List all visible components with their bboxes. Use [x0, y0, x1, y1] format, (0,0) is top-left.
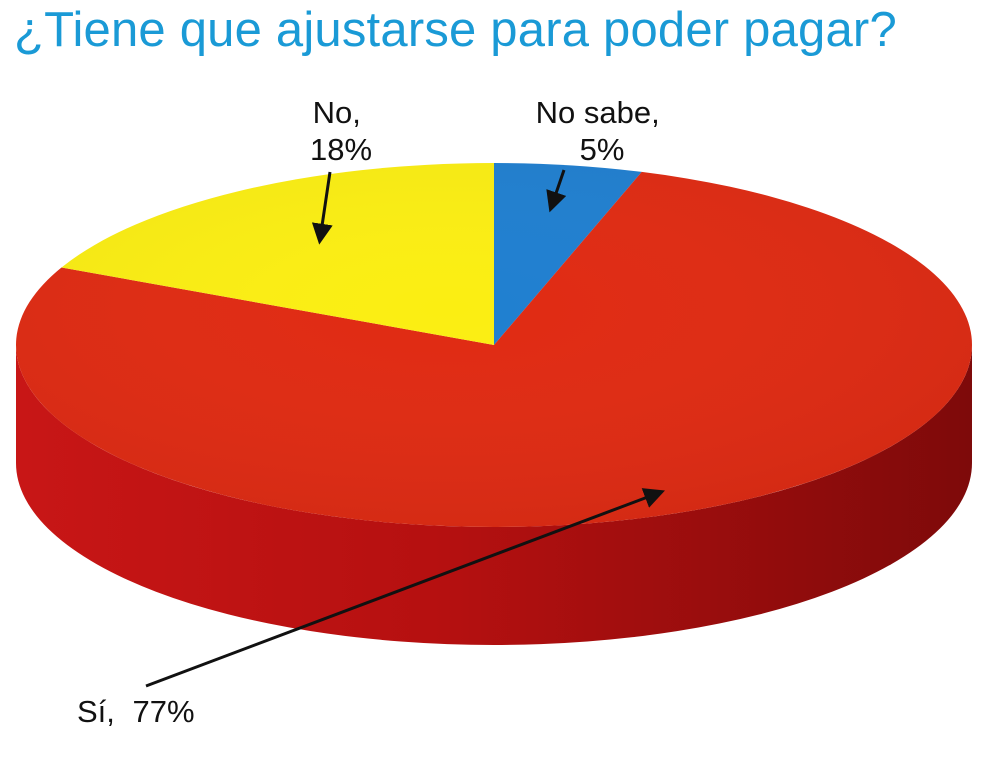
label-si-value: 77%: [133, 694, 195, 729]
pie-side-wall: [16, 345, 972, 645]
label-no-value: 18%: [310, 132, 372, 167]
pie-top-shade: [16, 163, 972, 527]
label-no: No, 18%: [310, 95, 372, 167]
label-no-sabe-name: No sabe,: [536, 95, 660, 130]
chart-title: ¿Tiene que ajustarse para poder pagar?: [14, 3, 897, 57]
callout-arrow-no: [311, 171, 333, 245]
label-no-sabe-value: 5%: [580, 132, 625, 167]
label-si: Sí, 77%: [77, 694, 195, 729]
label-no-name: No,: [313, 95, 361, 130]
callout-arrow-si: [145, 488, 665, 688]
label-no-sabe: No sabe, 5%: [536, 95, 669, 167]
label-si-name: Sí,: [77, 694, 115, 729]
callout-arrow-no-sabe: [546, 169, 567, 213]
